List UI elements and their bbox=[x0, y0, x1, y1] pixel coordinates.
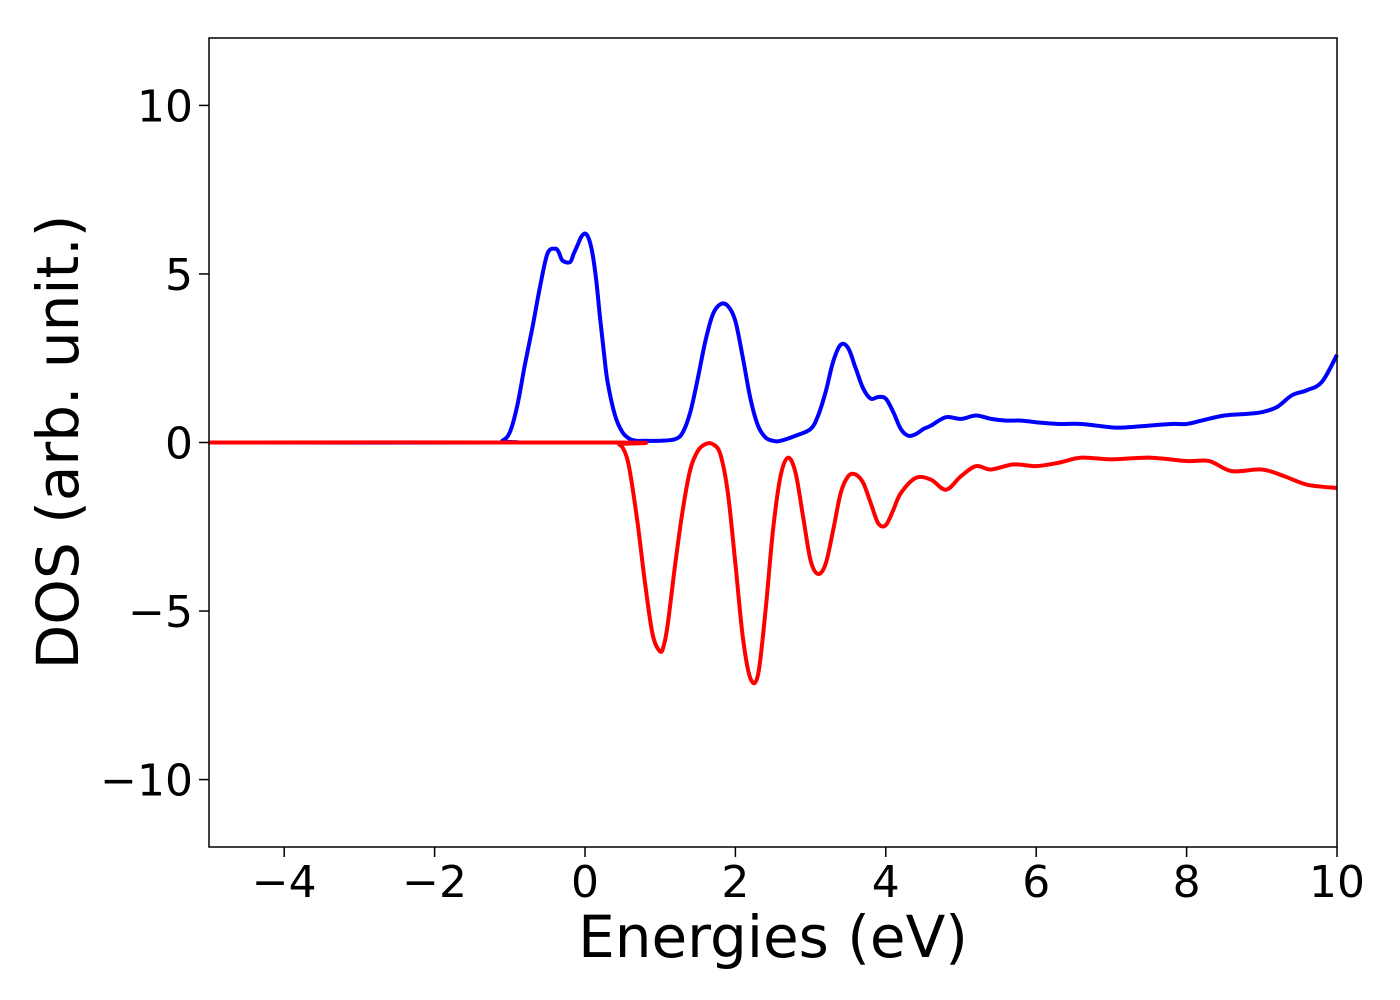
ticks-layer: −4 −2 0 2 4 6 8 10 −10 −5 0 5 10 bbox=[100, 81, 1365, 908]
x-tick-label: 2 bbox=[721, 857, 749, 908]
series-line-1 bbox=[208, 231, 1339, 445]
x-tick-label: −2 bbox=[402, 857, 467, 908]
x-tick-label: 8 bbox=[1173, 857, 1201, 908]
series-line-2 bbox=[208, 440, 1338, 686]
series-layer bbox=[208, 231, 1339, 686]
x-tick-label: 10 bbox=[1309, 857, 1365, 908]
y-tick-label: 10 bbox=[137, 81, 193, 132]
x-tick-label: 6 bbox=[1022, 857, 1050, 908]
y-tick-label: 5 bbox=[165, 250, 193, 301]
x-tick-label: 0 bbox=[571, 857, 599, 908]
x-tick-label: 4 bbox=[872, 857, 900, 908]
x-axis-title: Energies (eV) bbox=[578, 903, 968, 971]
y-tick-label: −5 bbox=[128, 587, 193, 638]
x-tick-label: −4 bbox=[252, 857, 317, 908]
y-tick-label: 0 bbox=[165, 419, 193, 470]
y-tick-label: −10 bbox=[100, 756, 193, 807]
y-axis-title: DOS (arb. unit.) bbox=[24, 215, 92, 670]
